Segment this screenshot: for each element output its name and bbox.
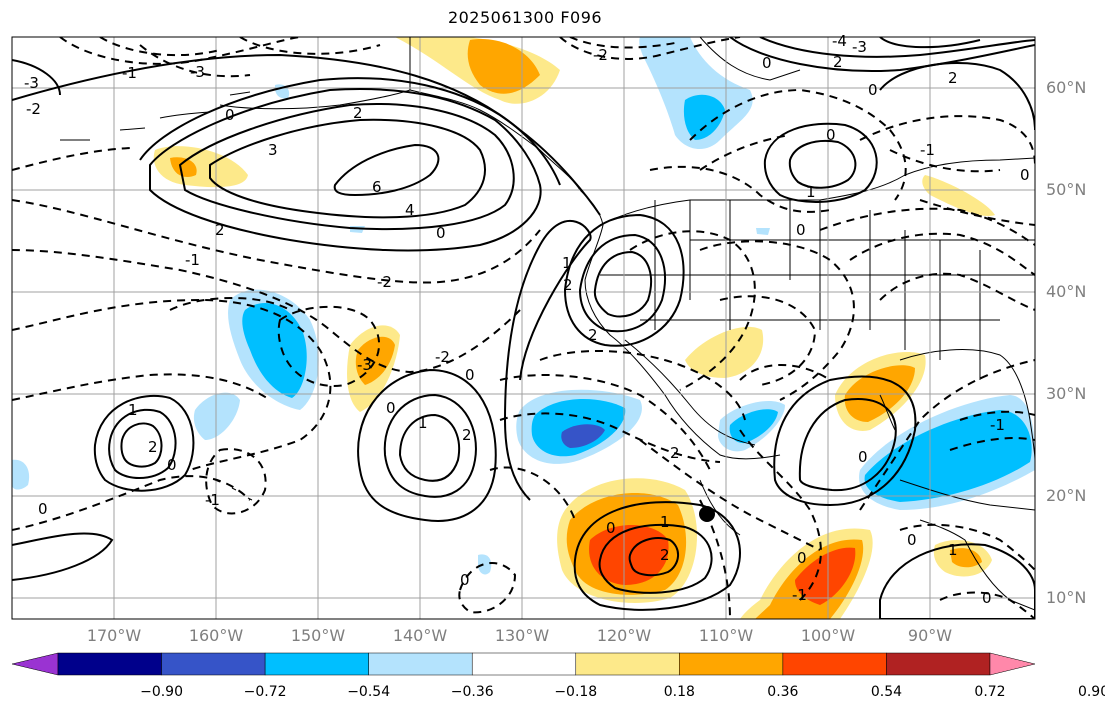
colorbar-tick-label: −0.54	[347, 684, 391, 700]
colorbar-tick-label: 0.36	[767, 684, 799, 700]
map-title: 2025061300 F096	[447, 8, 603, 27]
lon-label: 120°W	[596, 626, 652, 645]
lon-label: 160°W	[188, 626, 244, 645]
contour-label: -2	[593, 46, 608, 64]
contour-label: -1	[920, 141, 935, 159]
contour-label: 0	[460, 571, 470, 589]
lon-label: 100°W	[800, 626, 856, 645]
lat-label: 60°N	[1046, 78, 1087, 97]
contour-label: 1	[660, 513, 670, 531]
colorbar-tick-label: 0.72	[974, 684, 1006, 700]
forecast-map: -3 -2 -1 -3 0 2 3 6 4 2 0 -1 -2 -2 -3 -2…	[11, 32, 1036, 620]
colorbar	[11, 652, 1036, 676]
colorbar-segment	[575, 652, 680, 676]
colorbar-segment	[264, 652, 369, 676]
colorbar-segment	[161, 652, 266, 676]
contour-label: 0	[826, 126, 836, 144]
contour-label: 2	[563, 276, 573, 294]
contour-label: 0	[38, 500, 48, 518]
contour-label: -3	[24, 74, 39, 92]
lon-label: 130°W	[494, 626, 550, 645]
lat-label: 30°N	[1046, 384, 1087, 403]
lon-label: 110°W	[698, 626, 754, 645]
contour-label: 0	[762, 54, 772, 72]
contour-label: 2	[148, 438, 158, 456]
contour-label: 6	[372, 178, 382, 196]
contour-label: 2	[660, 546, 670, 564]
contour-label: 0	[868, 81, 878, 99]
colorbar-segment	[679, 652, 784, 676]
contour-label: 0	[606, 519, 616, 537]
contour-label: 0	[225, 106, 235, 124]
contour-label: 0	[386, 399, 396, 417]
contour-label: -1	[792, 586, 807, 604]
colorbar-extend-low	[11, 652, 59, 676]
contour-label: -1	[185, 251, 200, 269]
contour-labels: -3 -2 -1 -3 0 2 3 6 4 2 0 -1 -2 -2 -3 -2…	[24, 32, 1030, 607]
contours-dashed	[12, 37, 1035, 619]
contour-label: 0	[907, 531, 917, 549]
contour-label: 1	[948, 541, 958, 559]
contour-label: 1	[806, 183, 816, 201]
lon-label: 170°W	[86, 626, 142, 645]
colorbar-extend-high	[989, 652, 1036, 676]
colorbar-segment	[57, 652, 162, 676]
contour-label: 2	[353, 104, 363, 122]
contour-label: -3	[190, 63, 205, 81]
contour-label: -3	[852, 38, 867, 56]
colorbar-segment	[368, 652, 473, 676]
contour-label: 0	[858, 448, 868, 466]
contour-label: -2	[377, 273, 392, 291]
lon-label: 140°W	[392, 626, 448, 645]
colorbar-tick-label: −0.36	[450, 684, 494, 700]
colorbar-tick-label: −0.90	[140, 684, 183, 700]
contour-label: 0	[797, 549, 807, 567]
contour-label: 0	[436, 224, 446, 242]
colorbar-segment	[886, 652, 991, 676]
contour-label: 0	[167, 456, 177, 474]
contour-label: 0	[1020, 166, 1030, 184]
contour-label: 2	[833, 53, 843, 71]
lat-label: 20°N	[1046, 486, 1087, 505]
colorbar-tick-label: −0.18	[554, 684, 598, 700]
lon-label: 150°W	[290, 626, 346, 645]
contour-label: -1	[122, 64, 137, 82]
colorbar-segment	[782, 652, 887, 676]
storm-marker	[699, 506, 715, 522]
colorbar-tick-label: 0.54	[870, 684, 903, 700]
contour-label: 2	[588, 326, 598, 344]
contour-label: 0	[982, 589, 992, 607]
contour-label: -1	[990, 416, 1005, 434]
contour-label: 3	[268, 141, 278, 159]
contour-label: 0	[465, 366, 475, 384]
contour-label: 1	[418, 414, 428, 432]
contour-label: 0	[796, 221, 806, 239]
contour-label: 1	[562, 254, 572, 272]
contour-label: 1	[128, 401, 138, 419]
contour-label: 2	[948, 69, 958, 87]
contour-label: -1	[205, 491, 220, 509]
lon-label: 90°W	[907, 626, 953, 645]
contour-label: 4	[405, 201, 415, 219]
graticule	[12, 37, 1035, 619]
contour-label: -4	[832, 32, 847, 50]
colorbar-tick-label: 0.90	[1077, 684, 1105, 700]
lat-label: 50°N	[1046, 180, 1087, 199]
colorbar-segment	[471, 652, 577, 676]
lat-label: 10°N	[1046, 588, 1087, 607]
contour-label: 2	[215, 221, 225, 239]
contour-label: -2	[26, 100, 41, 118]
contours-solid	[12, 37, 1035, 619]
lat-label: 40°N	[1046, 282, 1087, 301]
contour-label: -2	[435, 348, 450, 366]
contour-label: 2	[670, 444, 680, 462]
colorbar-tick-label: 0.18	[663, 684, 695, 700]
contour-label: 2	[462, 426, 472, 444]
colorbar-tick-label: −0.72	[243, 684, 287, 700]
contour-label: -3	[357, 356, 372, 374]
shading-positive	[153, 37, 995, 619]
